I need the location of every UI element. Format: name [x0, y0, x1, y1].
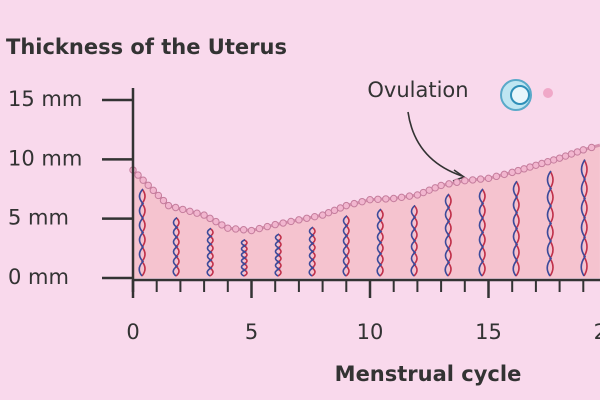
blood-vessels — [138, 159, 588, 277]
cell — [247, 226, 256, 235]
vessel — [308, 226, 315, 277]
y-tick-label: 0 mm — [8, 265, 69, 289]
vessel — [138, 188, 145, 277]
cell — [295, 216, 303, 224]
cell — [212, 217, 220, 226]
cell — [437, 181, 445, 190]
cell — [445, 180, 453, 188]
cell — [171, 203, 180, 212]
y-tick-label: 10 mm — [8, 146, 82, 170]
cell — [397, 193, 406, 202]
cell — [469, 176, 477, 184]
y-tick-label: 5 mm — [8, 206, 69, 230]
x-tick-label: 10 — [357, 320, 384, 344]
cell — [311, 212, 319, 221]
vessel — [546, 170, 553, 277]
x-tick-label: 5 — [245, 320, 258, 344]
cell — [461, 176, 469, 185]
cell — [239, 226, 248, 234]
cell — [134, 171, 142, 179]
x-tick-label: 20 — [594, 320, 600, 344]
x-axis-label: Menstrual cycle — [335, 362, 522, 386]
cell — [200, 211, 208, 219]
cell — [206, 214, 214, 223]
cell — [544, 158, 552, 166]
cell — [526, 163, 534, 171]
cell — [549, 156, 558, 164]
cell — [500, 170, 508, 179]
annotation-arrow — [407, 111, 463, 177]
vessel — [512, 180, 519, 277]
cell — [405, 192, 414, 200]
cell — [144, 181, 152, 189]
cell — [366, 195, 374, 204]
x-tick-label: 0 — [126, 320, 139, 344]
vessel — [444, 193, 451, 277]
cell — [587, 143, 596, 152]
cell — [164, 201, 173, 210]
vessel — [274, 233, 281, 277]
cell — [492, 172, 501, 181]
cell — [263, 222, 271, 231]
cell — [279, 219, 287, 227]
cell — [508, 168, 516, 177]
vessel — [583, 159, 588, 277]
cell — [453, 178, 461, 186]
vessel — [580, 159, 586, 277]
annotation: Ovulation — [367, 78, 468, 102]
cell — [149, 186, 158, 195]
cell — [532, 161, 540, 169]
cell — [255, 224, 264, 233]
cell — [342, 201, 350, 210]
egg-icon — [500, 79, 553, 111]
y-tick-label: 15 mm — [8, 87, 82, 111]
cell — [218, 221, 226, 229]
cell — [350, 199, 358, 208]
cell — [374, 195, 382, 203]
vessel — [206, 227, 213, 277]
cell — [159, 196, 168, 205]
cell — [382, 195, 390, 203]
cell — [193, 209, 201, 217]
cell — [179, 205, 187, 214]
cell — [139, 176, 147, 184]
cell — [303, 214, 311, 222]
cell — [224, 224, 232, 232]
x-tick-label: 15 — [475, 320, 502, 344]
cell — [484, 174, 493, 183]
cell — [271, 220, 279, 229]
cell — [232, 225, 240, 233]
cell — [520, 165, 528, 173]
cell — [514, 166, 522, 175]
vessel — [342, 215, 349, 277]
cell — [186, 207, 194, 216]
vessel — [376, 208, 383, 277]
cell — [358, 197, 366, 206]
chart-title: Thickness of the Uterus — [6, 35, 287, 59]
cell — [287, 217, 295, 226]
cell — [579, 146, 587, 154]
vessel — [478, 188, 485, 277]
cell — [390, 194, 398, 203]
vessel — [410, 204, 417, 277]
cell — [476, 175, 485, 183]
cell — [538, 159, 546, 168]
vessel — [240, 239, 248, 277]
vessel — [172, 216, 179, 277]
cell — [154, 191, 163, 200]
